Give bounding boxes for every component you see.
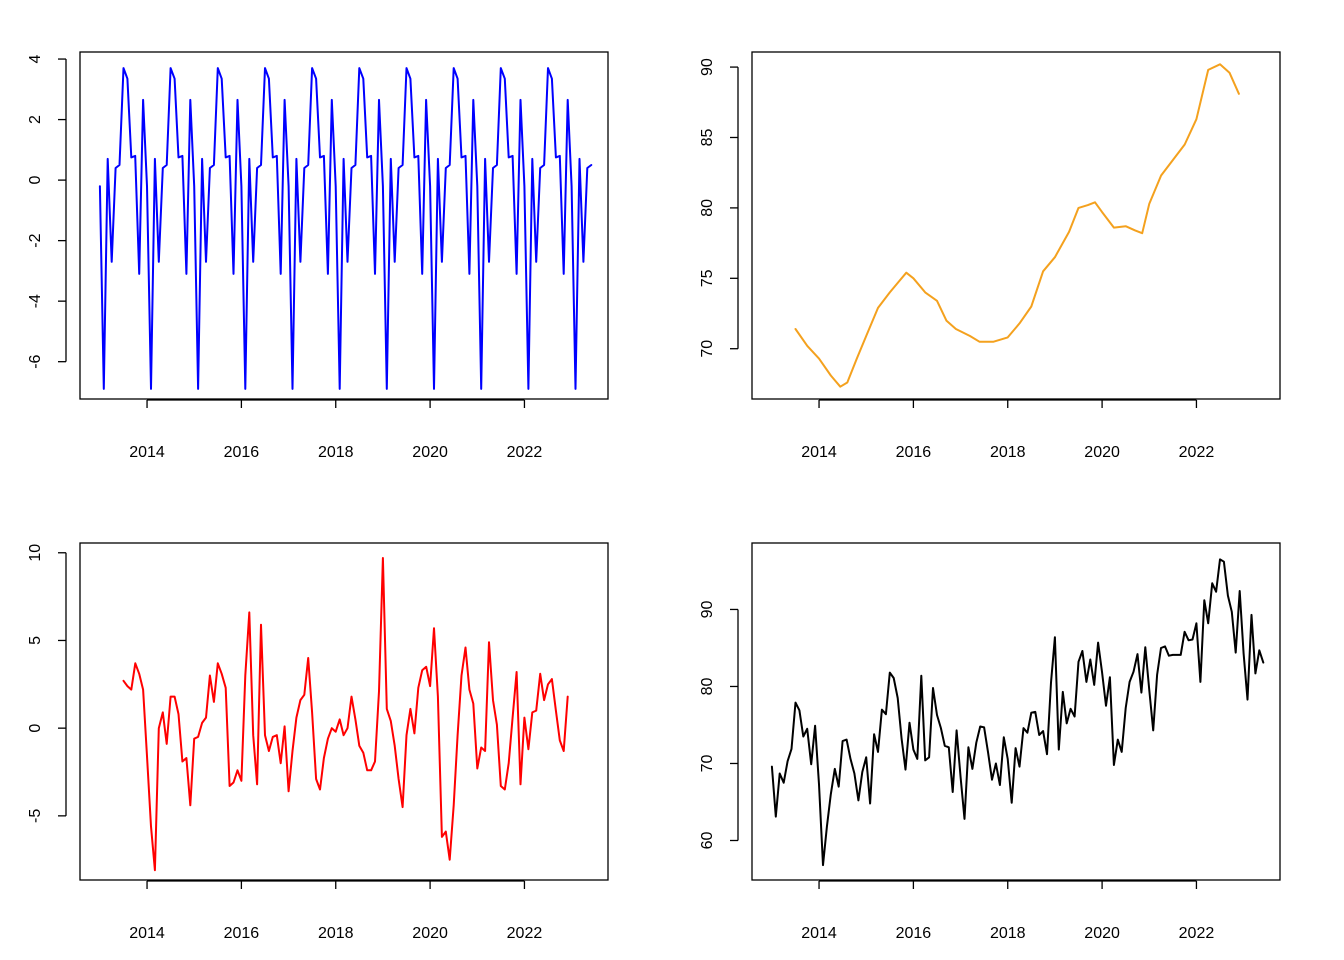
x-tick-label: 2022: [507, 444, 543, 461]
x-tick-label: 2022: [507, 925, 543, 942]
y-tick-label: -2: [27, 233, 44, 247]
plot-frame: [79, 51, 609, 400]
remainder-series-line: [122, 557, 569, 872]
y-tick-label: 60: [699, 831, 716, 849]
plot-frame: [79, 542, 609, 881]
y-tick-label: 10: [27, 544, 44, 562]
x-tick-label: 2014: [801, 925, 837, 942]
y-tick-label: 0: [27, 176, 44, 185]
plot-frame: [751, 51, 1281, 400]
x-tick-label: 2018: [990, 925, 1026, 942]
y-tick-label: 90: [699, 58, 716, 76]
plot-frame: [751, 542, 1281, 881]
x-tick-label: 2014: [129, 925, 165, 942]
x-tick-label: 2020: [1084, 925, 1120, 942]
x-tick-label: 2020: [412, 444, 448, 461]
x-tick-label: 2020: [412, 925, 448, 942]
x-tick-label: 2018: [990, 444, 1026, 461]
seasonal-series-line: [98, 67, 593, 390]
x-tick-label: 2016: [896, 925, 932, 942]
y-tick-label: -6: [27, 354, 44, 368]
x-tick-label: 2014: [801, 444, 837, 461]
seasonal-panel: 2014 2016 2018 2020 2022 -6 -4 -2 0 2 4: [27, 51, 609, 461]
x-tick-label: 2020: [1084, 444, 1120, 461]
x-tick-label: 2016: [224, 925, 260, 942]
x-tick-label: 2016: [896, 444, 932, 461]
y-tick-label: 85: [699, 128, 716, 146]
y-tick-label: -4: [27, 294, 44, 308]
y-tick-label: 75: [699, 269, 716, 287]
remainder-panel: 2014 2016 2018 2020 2022 -5 0 5 10: [27, 542, 609, 942]
y-tick-label: 90: [699, 600, 716, 618]
trend-panel: 2014 2016 2018 2020 2022 70 75 80 85 90: [699, 51, 1281, 461]
y-tick-label: 5: [27, 636, 44, 645]
x-tick-label: 2022: [1179, 444, 1215, 461]
y-tick-label: 70: [699, 340, 716, 358]
y-tick-label: 70: [699, 754, 716, 772]
x-tick-label: 2018: [318, 925, 354, 942]
x-tick-label: 2016: [224, 444, 260, 461]
x-tick-label: 2018: [318, 444, 354, 461]
x-tick-label: 2022: [1179, 925, 1215, 942]
y-tick-label: -5: [27, 809, 44, 823]
x-tick-label: 2014: [129, 444, 165, 461]
trend-series-line: [794, 63, 1240, 388]
y-tick-label: 4: [27, 55, 44, 64]
y-tick-label: 2: [27, 115, 44, 124]
y-tick-label: 0: [27, 724, 44, 733]
observed-series-line: [770, 558, 1265, 867]
observed-panel: 2014 2016 2018 2020 2022 60 70 80 90: [699, 542, 1281, 942]
y-tick-label: 80: [699, 677, 716, 695]
y-tick-label: 80: [699, 199, 716, 217]
